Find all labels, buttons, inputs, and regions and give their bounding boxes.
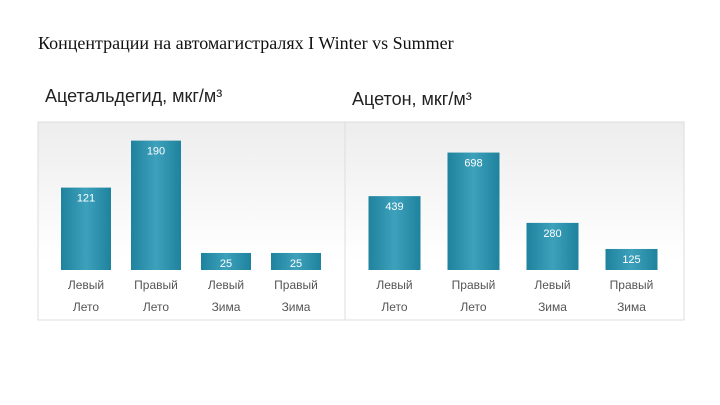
bar-shade — [368, 196, 421, 270]
bar-shade — [131, 140, 181, 270]
value-label: 121 — [77, 193, 95, 205]
bar-shade — [61, 187, 111, 270]
x-tick-label: Правый — [134, 278, 178, 292]
x-tick-label: Правый — [452, 278, 496, 292]
x-tick-label: Левый — [68, 278, 104, 292]
value-label: 439 — [385, 201, 403, 213]
page-title: Концентрации на автомагистралях I Winter… — [38, 33, 454, 53]
bar-shade — [526, 222, 579, 270]
x-tick-label: Зима — [282, 300, 311, 314]
x-tick-label: Левый — [534, 278, 570, 292]
chart-title: Ацетальдегид, мкг/м³ — [45, 86, 222, 106]
bar-shade — [271, 252, 321, 270]
value-label: 25 — [290, 258, 302, 270]
bar-shade — [605, 248, 658, 270]
x-tick-label: Лето — [460, 300, 487, 314]
value-label: 125 — [622, 254, 640, 266]
x-tick-label: Левый — [376, 278, 412, 292]
chart-title: Ацетон, мкг/м³ — [352, 89, 472, 109]
x-tick-label: Лето — [143, 300, 170, 314]
value-label: 280 — [543, 228, 561, 240]
x-tick-label: Правый — [274, 278, 318, 292]
bar-shade — [201, 252, 251, 270]
x-tick-label: Правый — [610, 278, 654, 292]
value-label: 698 — [464, 157, 482, 169]
value-label: 25 — [220, 258, 232, 270]
value-label: 190 — [147, 146, 165, 158]
x-tick-label: Лето — [73, 300, 100, 314]
x-tick-label: Зима — [212, 300, 241, 314]
bar-shade — [447, 152, 500, 270]
x-tick-label: Зима — [617, 300, 646, 314]
x-tick-label: Левый — [208, 278, 244, 292]
x-tick-label: Зима — [538, 300, 567, 314]
x-tick-label: Лето — [381, 300, 408, 314]
